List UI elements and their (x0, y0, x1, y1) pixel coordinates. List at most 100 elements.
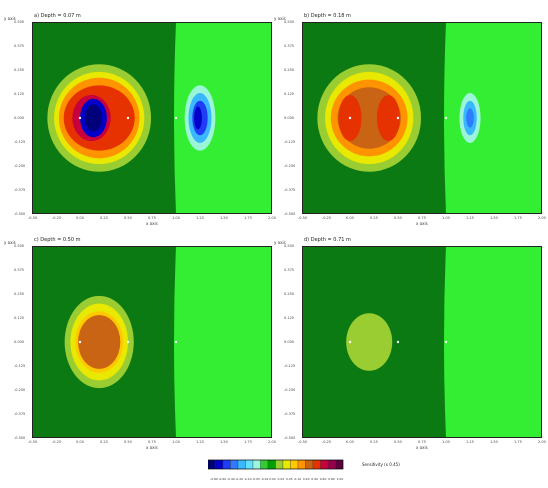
x-tick-label: 0.00 (76, 440, 84, 444)
x-tick-label: 1.75 (244, 216, 252, 220)
x-tick-label: 1.00 (442, 216, 450, 220)
y-tick-label: -0.375 (14, 412, 26, 416)
y-axis-label: y axis (274, 240, 286, 245)
x-tick-label: 2.00 (538, 216, 546, 220)
y-tick-label: 0.125 (14, 316, 25, 320)
colorbar-swatch (305, 459, 314, 470)
colorbar-swatch (230, 459, 239, 470)
x-tick-label: -0.50 (28, 216, 38, 220)
y-tick-label: -0.375 (14, 188, 26, 192)
electrode-marker (348, 116, 352, 120)
y-tick-label: 0.500 (14, 244, 25, 248)
x-tick-label: -0.50 (28, 440, 38, 444)
electrode-marker (444, 340, 448, 344)
x-tick-label: 1.50 (490, 440, 498, 444)
y-tick-label: -0.125 (284, 364, 296, 368)
x-tick-label: 2.00 (268, 216, 276, 220)
colorbar-swatch (252, 459, 261, 470)
x-tick-label: 1.25 (196, 440, 204, 444)
colorbar-tick-label: -0.10 (244, 477, 252, 481)
colorbar-tick-label: 1.00 (337, 477, 344, 481)
heatmap-plot (302, 246, 542, 438)
panel-title: a) Depth = 0.07 m (34, 13, 81, 19)
y-tick-label: 0.125 (284, 92, 295, 96)
field-light-green (174, 22, 272, 214)
colorbar-swatch (335, 459, 344, 470)
x-tick-label: -0.50 (298, 440, 308, 444)
heatmap-plot (302, 22, 542, 214)
y-tick-label: 0.375 (14, 268, 25, 272)
colorbar-tick-label: 0.10 (294, 477, 301, 481)
y-tick-label: 0.250 (284, 292, 295, 296)
x-tick-label: -0.25 (52, 440, 62, 444)
y-tick-label: 0.375 (284, 44, 295, 48)
colorbar-swatch (320, 459, 329, 470)
colorbar-swatch (222, 459, 231, 470)
y-tick-label: 0.000 (14, 116, 25, 120)
y-tick-label: 0.375 (14, 44, 25, 48)
y-tick-label: 0.250 (14, 292, 25, 296)
y-axis-label: y axis (274, 16, 286, 21)
x-tick-label: 1.00 (172, 440, 180, 444)
colorbar-legend: -0.80 -0.60 -0.40 -0.20 -0.10 -0.05 -0.02 0.00 0… (207, 458, 408, 488)
y-tick-label: 0.500 (284, 244, 295, 248)
y-tick-label: -0.500 (284, 436, 296, 440)
x-axis-label: x axis (146, 445, 158, 450)
contour-ring (346, 313, 393, 371)
x-tick-label: 1.75 (514, 440, 522, 444)
electrode-marker (174, 340, 178, 344)
x-tick-label: 1.50 (220, 216, 228, 220)
panel-title: c) Depth = 0.50 m (34, 237, 81, 243)
colorbar-swatch (290, 459, 299, 470)
x-axis-label: x axis (146, 221, 158, 226)
colorbar-swatch (245, 459, 254, 470)
x-tick-label: 1.50 (490, 216, 498, 220)
field-light-green (444, 22, 542, 214)
panel-title: d) Depth = 0.71 m (304, 237, 351, 243)
x-tick-label: 0.00 (346, 440, 354, 444)
colorbar-tick-label: 0.40 (311, 477, 318, 481)
x-tick-label: 1.25 (196, 216, 204, 220)
electrode-marker (126, 340, 130, 344)
colorbar-swatch (260, 459, 269, 470)
negative-lobe (466, 108, 474, 128)
x-tick-label: 1.75 (244, 440, 252, 444)
plot-frame (32, 246, 272, 438)
colorbar: -0.80 -0.60 -0.40 -0.20 -0.10 -0.05 -0.02 0.00 0… (207, 459, 344, 481)
x-tick-label: 0.25 (370, 216, 378, 220)
x-axis-label: x axis (416, 221, 428, 226)
y-tick-label: 0.000 (284, 116, 295, 120)
colorbar-swatch (207, 459, 216, 470)
y-tick-label: 0.250 (284, 68, 295, 72)
y-tick-label: -0.125 (14, 364, 26, 368)
colorbar-label: Sensitivity (x 0.45) (362, 462, 400, 467)
contour-core-blue (84, 104, 103, 132)
electrode-marker (444, 116, 448, 120)
colorbar-swatch (327, 459, 336, 470)
electrode-marker (78, 116, 82, 120)
heatmap-plot (32, 22, 272, 214)
y-tick-label: -0.250 (284, 388, 296, 392)
x-axis-label: x axis (416, 445, 428, 450)
x-tick-label: 0.50 (124, 440, 132, 444)
x-tick-label: 0.75 (418, 216, 426, 220)
x-tick-label: -0.50 (298, 216, 308, 220)
x-tick-label: -0.25 (322, 440, 332, 444)
x-tick-label: 1.00 (442, 440, 450, 444)
y-axis-label: y axis (4, 240, 16, 245)
contour-core (376, 94, 400, 142)
x-tick-label: 0.00 (346, 216, 354, 220)
y-tick-label: -0.375 (284, 188, 296, 192)
y-tick-label: -0.375 (284, 412, 296, 416)
x-tick-label: 0.75 (148, 440, 156, 444)
colorbar-swatch (267, 459, 276, 470)
colorbar-swatch (215, 459, 224, 470)
electrode-marker (396, 340, 400, 344)
x-tick-label: -0.25 (322, 216, 332, 220)
heatmap-plot (32, 246, 272, 438)
x-tick-label: 0.75 (418, 440, 426, 444)
x-tick-label: 1.50 (220, 440, 228, 444)
colorbar-tick-label: 0.20 (303, 477, 310, 481)
electrode-marker (174, 116, 178, 120)
y-tick-label: -0.500 (14, 212, 26, 216)
